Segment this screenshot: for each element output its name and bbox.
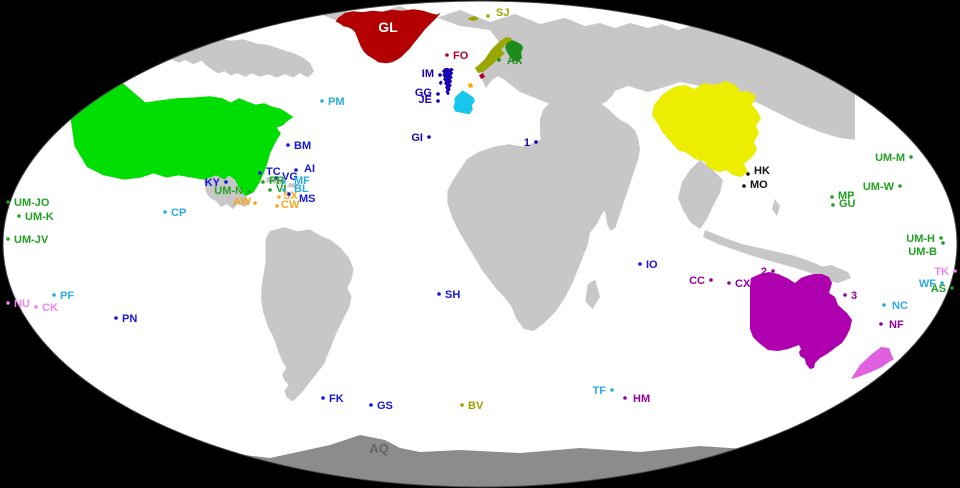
svg-text:GS: GS (377, 400, 393, 412)
svg-text:JE: JE (419, 94, 432, 106)
svg-text:SH: SH (445, 289, 460, 301)
svg-text:FK: FK (329, 393, 344, 405)
svg-text:CX: CX (735, 278, 751, 290)
svg-text:AW: AW (233, 196, 251, 208)
svg-text:3: 3 (851, 290, 857, 302)
svg-text:BV: BV (468, 400, 484, 412)
svg-text:AX: AX (507, 55, 523, 67)
svg-text:UM-B: UM-B (908, 246, 937, 258)
svg-text:CC: CC (689, 275, 705, 287)
svg-text:GI: GI (411, 132, 423, 144)
svg-text:UM-JV: UM-JV (14, 234, 49, 246)
svg-text:1: 1 (524, 137, 530, 149)
svg-text:UM-JO: UM-JO (14, 197, 50, 209)
svg-text:MS: MS (299, 193, 316, 205)
svg-text:TK: TK (934, 266, 949, 278)
svg-text:IM: IM (422, 68, 434, 80)
svg-text:CK: CK (42, 302, 58, 314)
svg-text:CW: CW (281, 199, 300, 211)
svg-text:AI: AI (304, 163, 315, 175)
svg-text:UM-M: UM-M (875, 152, 905, 164)
svg-text:NF: NF (889, 319, 904, 331)
svg-text:PF: PF (60, 290, 74, 302)
svg-text:GU: GU (839, 198, 856, 210)
svg-text:HK: HK (754, 165, 770, 177)
svg-text:UM-W: UM-W (863, 181, 895, 193)
svg-text:NC: NC (892, 300, 908, 312)
svg-text:NU: NU (14, 298, 30, 310)
svg-text:UM-H: UM-H (906, 233, 935, 245)
svg-text:HM: HM (633, 393, 650, 405)
svg-text:UM-K: UM-K (25, 211, 54, 223)
svg-text:FO: FO (453, 50, 469, 62)
svg-text:PM: PM (328, 96, 345, 108)
svg-text:BM: BM (294, 140, 311, 152)
svg-text:SJ: SJ (496, 7, 509, 19)
svg-text:PN: PN (122, 313, 137, 325)
svg-text:CP: CP (171, 207, 186, 219)
svg-text:IO: IO (646, 259, 658, 271)
svg-text:GL: GL (378, 19, 398, 35)
svg-text:AQ: AQ (369, 441, 389, 456)
svg-text:2: 2 (761, 266, 767, 278)
svg-text:AS: AS (931, 283, 946, 295)
svg-text:TF: TF (593, 385, 607, 397)
svg-text:MO: MO (750, 179, 768, 191)
